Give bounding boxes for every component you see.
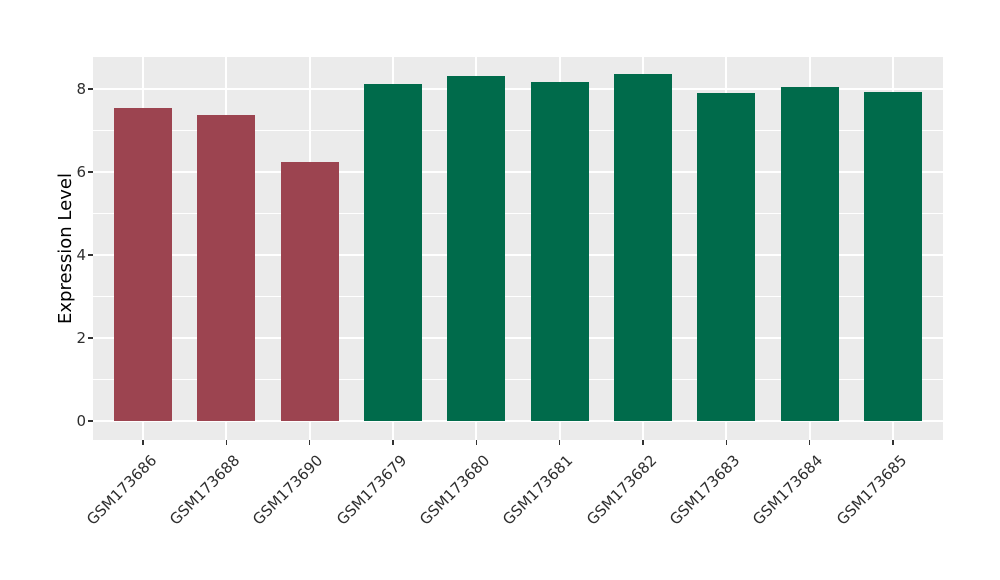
y-tick-label: 6 [76,163,86,182]
gridline-major-y [93,337,943,340]
bar-GSM173681 [530,81,589,421]
y-tick-mark [88,420,93,422]
bar-GSM173688 [197,115,256,421]
bar-GSM173690 [280,162,339,421]
gridline-major-y [93,171,943,174]
y-axis-title: Expression Level [55,173,76,324]
x-tick-label-text: GSM173681 [499,451,577,529]
x-tick-mark [725,440,728,445]
x-tick-mark [142,440,144,445]
y-tick-mark [88,337,93,339]
x-tick-mark [642,440,644,445]
bar-GSM173684 [780,86,839,421]
x-tick-label-text: GSM173679 [332,451,411,529]
x-tick-mark [225,440,228,445]
y-tick-mark [88,254,93,256]
x-tick-label-text: GSM173686 [82,451,161,529]
gridline-minor-y [93,130,943,132]
x-tick-mark [558,440,561,445]
bar-GSM173686 [114,108,172,421]
x-tick-label-text: GSM173684 [749,451,827,529]
bar-GSM173680 [447,76,506,421]
bar-GSM173682 [614,74,672,421]
gridline-minor-y [93,213,943,215]
x-tick-mark [308,440,311,445]
x-tick-label-text: GSM173685 [832,451,911,529]
gridline-minor-y [93,379,943,381]
gridline-major-y [93,420,943,422]
plot-panel [93,57,943,440]
y-tick-label: 8 [76,80,86,99]
bar-GSM173683 [697,93,756,421]
gridline-major-y [93,88,943,91]
y-tick-mark [88,171,93,173]
x-tick-label-text: GSM173680 [416,451,494,529]
x-tick-label-text: GSM173690 [249,451,327,529]
x-tick-mark [808,440,811,445]
y-tick-label: 4 [76,246,86,265]
x-tick-mark [892,440,894,445]
x-tick-label-text: GSM173683 [666,451,744,529]
bar-GSM173685 [864,91,922,421]
x-tick-mark [475,440,478,445]
y-tick-label: 0 [76,412,86,430]
y-tick-label: 2 [76,329,86,348]
bar-GSM173679 [364,84,422,421]
x-tick-mark [392,440,394,445]
x-tick-label-text: GSM173688 [166,451,244,529]
gridline-major-y [93,254,943,257]
x-tick-label-text: GSM173682 [582,451,661,529]
gridline-minor-y [93,296,943,298]
y-tick-mark [88,88,93,90]
